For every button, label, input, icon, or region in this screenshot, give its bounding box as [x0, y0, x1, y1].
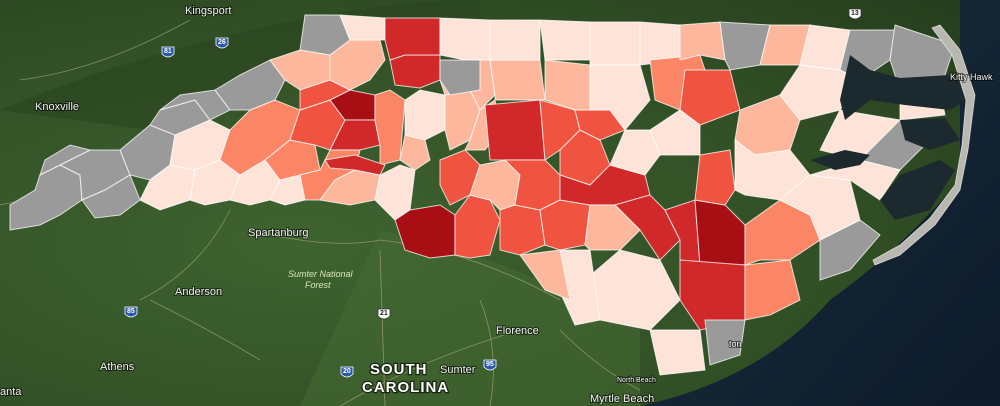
svg-text:85: 85	[127, 308, 135, 315]
county-c22[interactable]	[519, 249, 571, 301]
county-c77[interactable]	[704, 319, 746, 366]
county-c54[interactable]	[544, 59, 591, 111]
county-c03[interactable]	[39, 144, 92, 176]
county-c24[interactable]	[374, 89, 406, 166]
county-c28[interactable]	[389, 54, 441, 89]
county-c45[interactable]	[539, 19, 591, 61]
outer-banks	[872, 24, 976, 266]
label-north-beach: North Beach	[617, 377, 656, 384]
svg-text:13: 13	[851, 10, 859, 17]
shield-13: 13	[848, 8, 862, 20]
county-c42[interactable]	[439, 59, 481, 96]
label-anta: anta	[0, 386, 22, 398]
county-c65[interactable]	[679, 21, 726, 61]
county-c38[interactable]	[439, 17, 491, 61]
label-knoxville: Knoxville	[35, 101, 79, 113]
svg-text:95: 95	[486, 361, 494, 368]
ocean	[640, 0, 1000, 406]
county-c44[interactable]	[489, 19, 541, 61]
svg-text:21: 21	[380, 310, 388, 317]
label-anderson: Anderson	[175, 286, 222, 298]
label-state-line1: SOUTH	[370, 361, 428, 378]
county-c64[interactable]	[679, 69, 741, 126]
label-myrtle-beach: Myrtle Beach	[590, 393, 654, 405]
county-c19[interactable]	[329, 119, 381, 151]
shield-20: 20	[340, 366, 354, 378]
county-c50[interactable]	[539, 199, 591, 251]
label-forest-line2: Forest	[305, 280, 331, 290]
label-state-line2: CAROLINA	[362, 379, 449, 396]
svg-text:81: 81	[164, 48, 172, 55]
place-labels: Kingsport Knoxville Spartanburg Anderson…	[0, 4, 994, 406]
inland-water	[810, 55, 975, 220]
label-spartanburg: Spartanburg	[248, 227, 309, 239]
county-c66[interactable]	[649, 109, 701, 156]
svg-text:26: 26	[218, 39, 226, 46]
county-c33[interactable]	[384, 17, 441, 61]
shield-26: 26	[215, 37, 229, 49]
label-forest-line1: Sumter National	[288, 269, 354, 279]
counties-layer	[9, 14, 956, 376]
county-c40[interactable]	[489, 59, 546, 101]
county-c20[interactable]	[299, 79, 352, 111]
label-athens: Athens	[100, 361, 135, 373]
label-ton: ton	[729, 339, 742, 349]
county-c60[interactable]	[694, 149, 736, 206]
highway-shields: 81 26 85 21 20 95 13	[124, 8, 862, 378]
shield-95: 95	[483, 359, 497, 371]
shield-85: 85	[124, 306, 138, 318]
shield-21: 21	[377, 308, 391, 320]
county-c43[interactable]	[499, 204, 546, 256]
county-c67[interactable]	[719, 21, 771, 71]
county-c48[interactable]	[589, 21, 641, 66]
shield-81: 81	[161, 46, 175, 58]
county-c31[interactable]	[404, 89, 446, 141]
county-c66[interactable]	[649, 329, 706, 376]
county-c76[interactable]	[744, 259, 801, 321]
label-sumter: Sumter	[440, 364, 476, 376]
label-kingsport: Kingsport	[185, 5, 231, 17]
county-c46[interactable]	[484, 99, 546, 161]
county-c32[interactable]	[399, 134, 431, 171]
label-kitty-hawk: Kitty Hawk	[950, 72, 993, 82]
county-c62[interactable]	[589, 64, 651, 131]
terrain-lowland	[300, 230, 640, 406]
svg-text:20: 20	[343, 368, 351, 375]
label-florence: Florence	[496, 325, 539, 337]
county-c13[interactable]	[214, 59, 286, 111]
